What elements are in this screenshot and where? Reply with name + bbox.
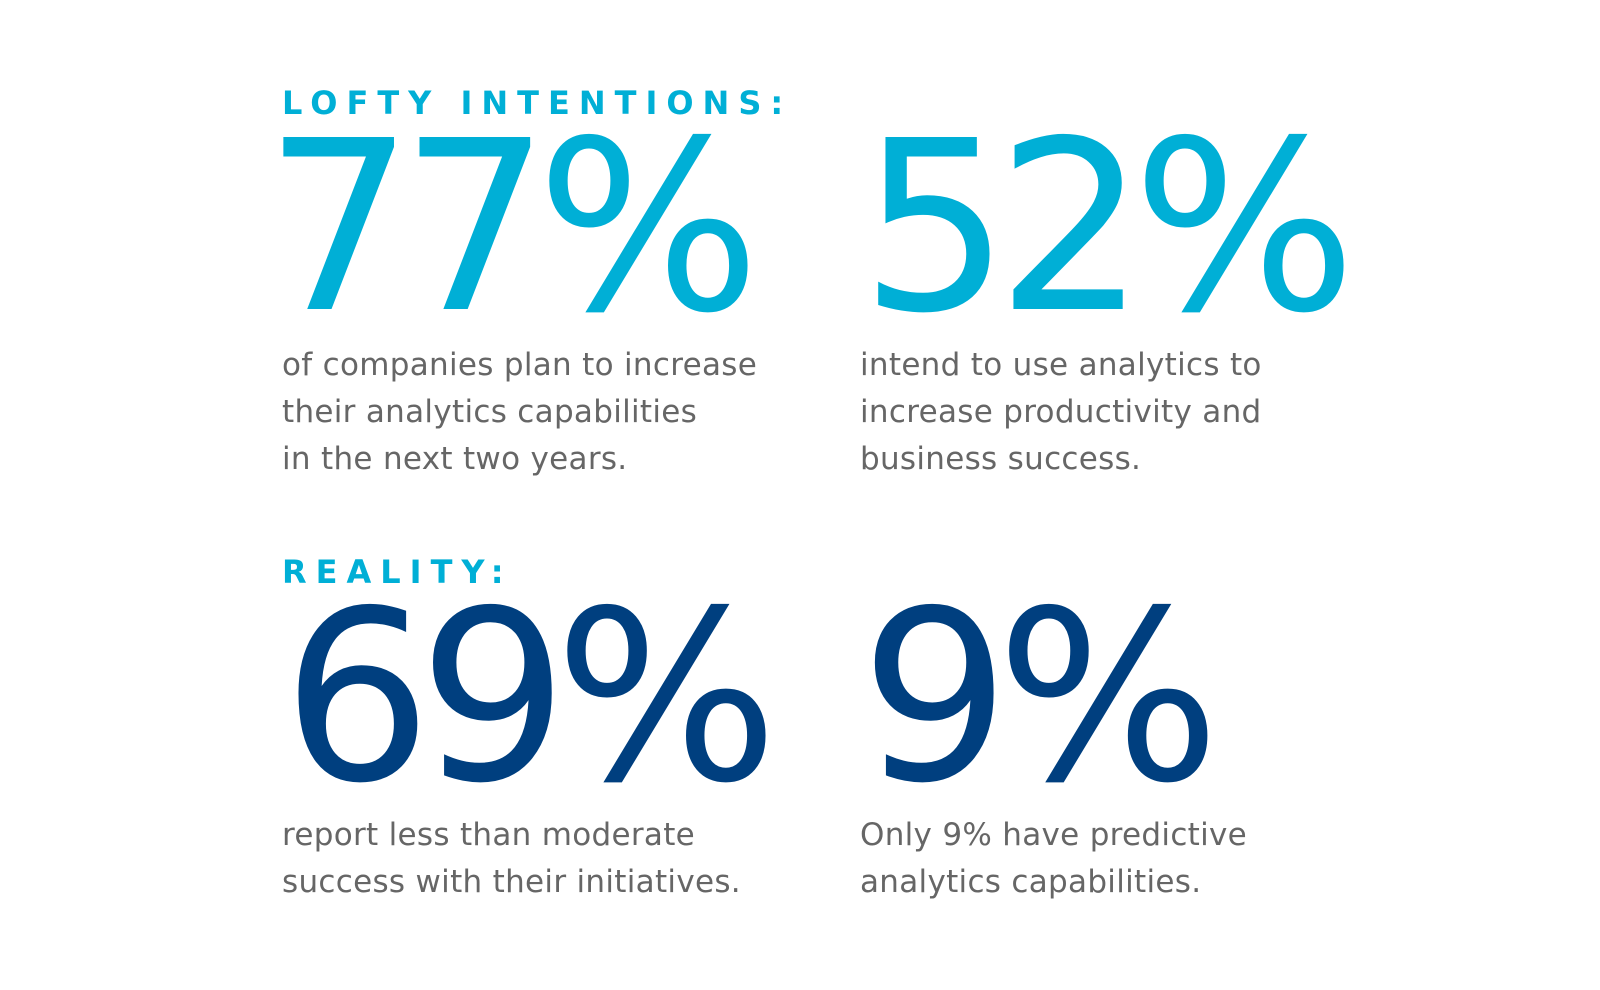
stat-description: Only 9% have predictive analytics capabi… xyxy=(860,817,1248,900)
stat-69-percent: 69% report less than moderate success wi… xyxy=(282,580,882,906)
stat-description: intend to use analytics to increase prod… xyxy=(860,347,1262,477)
stat-value: 9% xyxy=(860,560,1220,835)
stat-value: 69% xyxy=(282,560,779,835)
lofty-intentions-heading: LOFTY INTENTIONS: xyxy=(282,84,793,122)
stat-description: report less than moderate success with t… xyxy=(282,817,741,900)
stat-description: of companies plan to increase their anal… xyxy=(282,347,758,477)
stat-value: 77% xyxy=(264,90,761,365)
reality-heading: REALITY: xyxy=(282,553,513,591)
stat-value: 52% xyxy=(860,90,1357,365)
stat-52-percent: 52% intend to use analytics to increase … xyxy=(860,110,1460,483)
stat-9-percent: 9% Only 9% have predictive analytics cap… xyxy=(860,580,1460,906)
stat-77-percent: 77% of companies plan to increase their … xyxy=(264,110,864,483)
